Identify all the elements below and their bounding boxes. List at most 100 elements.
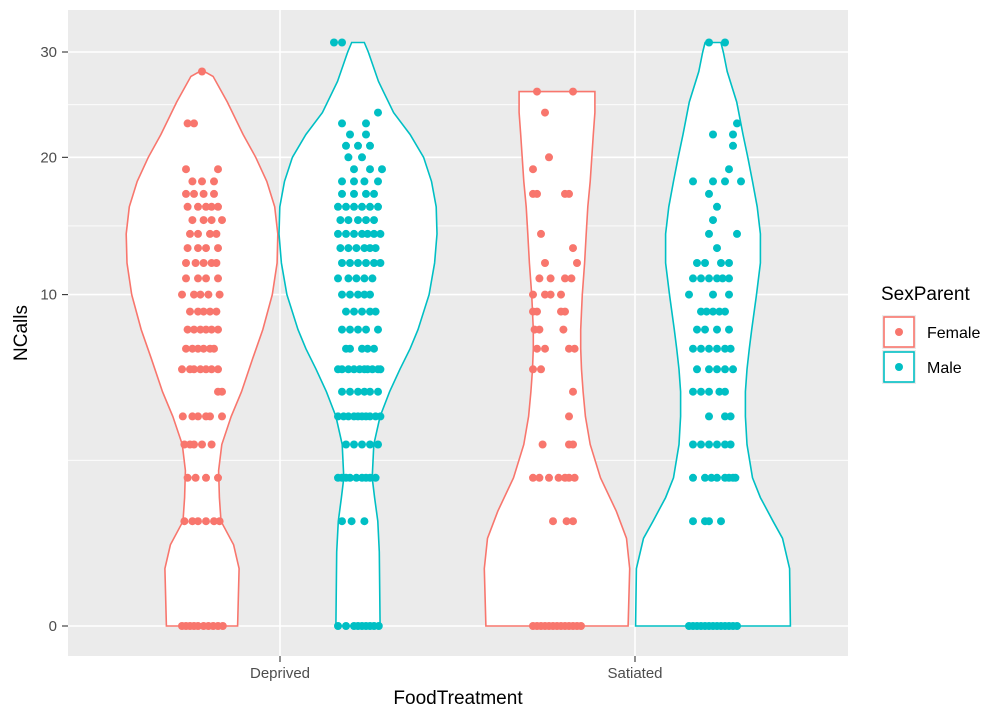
data-point xyxy=(214,244,222,253)
data-point xyxy=(199,216,208,225)
data-point xyxy=(697,387,705,396)
data-point xyxy=(371,473,380,482)
data-point xyxy=(342,622,350,630)
legend-dot-male xyxy=(895,363,903,371)
data-point xyxy=(202,202,210,211)
data-point xyxy=(368,274,377,283)
data-point xyxy=(358,307,366,316)
data-point xyxy=(697,307,705,316)
data-point xyxy=(360,517,369,526)
data-point xyxy=(350,189,358,198)
data-point xyxy=(366,412,374,421)
data-point xyxy=(535,325,544,334)
data-point xyxy=(713,440,721,449)
data-point xyxy=(713,473,721,482)
data-point xyxy=(214,202,222,211)
data-point xyxy=(358,202,366,211)
data-point xyxy=(705,229,713,238)
data-point xyxy=(709,216,717,225)
data-point xyxy=(376,259,385,267)
data-point xyxy=(202,365,210,374)
data-point xyxy=(342,440,350,449)
data-point xyxy=(366,473,374,482)
violin-male-deprived xyxy=(278,41,438,627)
data-point xyxy=(362,130,370,139)
data-point xyxy=(697,440,705,449)
data-point xyxy=(366,244,374,253)
data-point xyxy=(338,259,346,267)
x-tick-label: Deprived xyxy=(250,665,310,682)
data-point xyxy=(183,119,192,128)
data-point xyxy=(218,387,226,396)
data-point xyxy=(689,177,697,186)
data-point xyxy=(210,517,218,526)
data-point xyxy=(538,440,547,449)
legend-dot-female xyxy=(895,328,903,336)
data-point xyxy=(198,67,206,76)
data-point xyxy=(370,344,378,353)
data-point xyxy=(366,165,374,174)
data-point xyxy=(214,325,222,334)
data-point xyxy=(188,412,197,421)
data-point xyxy=(529,473,537,482)
data-point xyxy=(529,365,537,374)
y-axis-title: NCalls xyxy=(11,305,32,361)
data-point xyxy=(214,165,222,174)
data-point xyxy=(541,290,549,299)
data-point xyxy=(689,517,697,526)
data-point xyxy=(701,325,709,334)
data-point xyxy=(338,365,346,374)
data-point xyxy=(721,387,729,396)
data-point xyxy=(374,202,382,211)
data-point xyxy=(182,259,190,267)
data-point xyxy=(346,473,354,482)
data-point xyxy=(546,290,555,299)
data-point xyxy=(565,344,573,353)
data-point xyxy=(182,274,190,283)
data-point xyxy=(188,177,197,186)
data-point xyxy=(194,307,202,316)
data-point xyxy=(366,290,374,299)
y-tick-label: 0 xyxy=(49,618,57,635)
data-point xyxy=(199,259,208,267)
data-point xyxy=(344,216,353,225)
data-point xyxy=(215,517,224,526)
data-point xyxy=(737,177,745,186)
data-point xyxy=(370,229,378,238)
data-point xyxy=(370,259,378,267)
violin-female-satiated xyxy=(483,90,631,627)
data-point xyxy=(204,290,213,299)
data-point xyxy=(207,202,216,211)
data-point xyxy=(545,473,553,482)
data-point xyxy=(374,622,383,630)
data-point xyxy=(569,87,577,96)
data-point xyxy=(358,229,366,238)
data-point xyxy=(366,387,374,396)
data-point xyxy=(194,622,202,630)
data-point xyxy=(183,325,192,334)
data-point xyxy=(570,344,579,353)
data-point xyxy=(182,189,190,198)
data-point xyxy=(342,307,350,316)
data-point xyxy=(358,440,366,449)
data-point xyxy=(212,259,221,267)
data-point xyxy=(338,119,346,128)
data-point xyxy=(366,141,374,150)
data-point xyxy=(362,216,370,225)
legend-label-female: Female xyxy=(927,325,980,342)
data-point xyxy=(546,274,555,283)
data-point xyxy=(358,153,366,162)
data-point xyxy=(191,259,200,267)
data-point xyxy=(338,189,346,198)
data-point xyxy=(346,387,354,396)
data-point xyxy=(541,259,549,267)
data-point xyxy=(180,517,189,526)
data-point xyxy=(371,244,380,253)
data-point xyxy=(725,259,733,267)
data-point xyxy=(215,290,224,299)
data-point xyxy=(334,412,342,421)
data-point xyxy=(709,307,717,316)
data-point xyxy=(196,290,205,299)
data-point xyxy=(199,189,208,198)
